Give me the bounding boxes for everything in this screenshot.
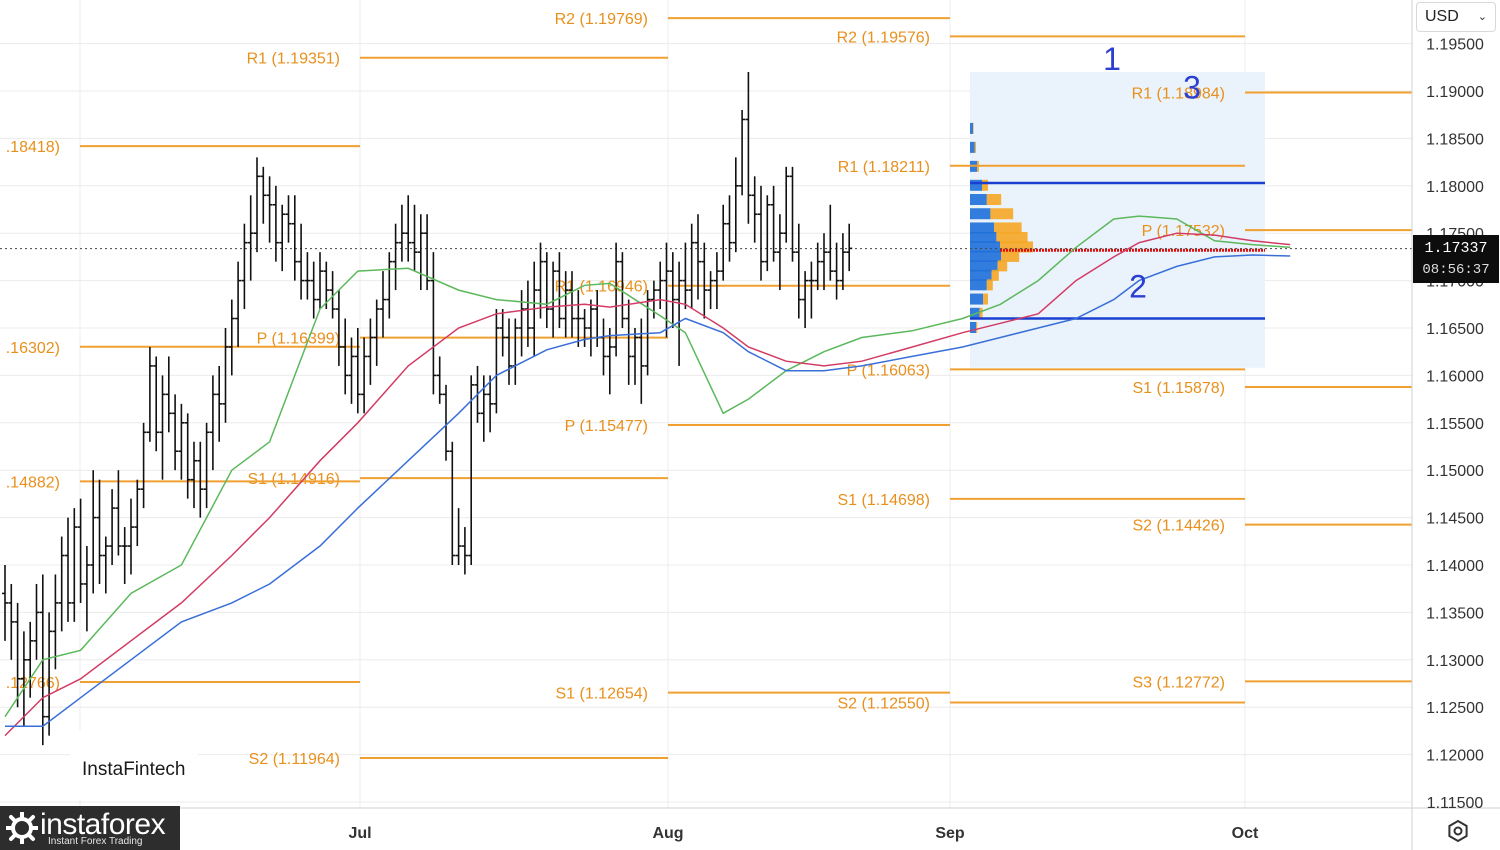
volume-bar-orange [979,307,983,319]
chevron-down-icon: ⌄ [1477,11,1487,23]
volume-bar-orange [976,322,978,333]
brand-logo: instaforex Instant Forex Trading [0,806,180,850]
y-tick-label: 1.19000 [1426,84,1484,101]
currency-label: USD [1425,8,1459,25]
y-tick-label: 1.16500 [1426,321,1484,338]
y-tick-label: 1.14500 [1426,511,1484,528]
wave-label: 3 [1183,69,1201,105]
pivot-label: R2 (1.19576) [837,29,930,46]
pivot-label: P (1.17532) [1142,223,1225,240]
pivot-label: R1 (1.19351) [247,51,340,68]
volume-bar-orange [996,231,1028,243]
watermark-background [70,730,198,800]
wave-label: 2 [1129,268,1147,304]
wave-annotations: 1 2 3 [1103,41,1201,305]
y-tick-label: 1.12500 [1426,700,1484,717]
pivot-label: S2 (1.14426) [1132,518,1225,535]
y-tick-label: 1.14000 [1426,558,1484,575]
wave-label: 1 [1103,41,1121,77]
settings-gear-icon[interactable] [1446,819,1470,843]
volume-bar-blue [970,293,984,305]
pivot-label: .16302) [6,340,60,357]
x-tick-label: Sep [935,825,965,842]
pivot-label: .14882) [6,474,60,491]
volume-bar-blue [970,260,998,272]
currency-selector[interactable]: USD ⌄ [1416,2,1496,32]
volume-bar-blue [970,179,982,191]
pivot-label: R1 (1.18984) [1132,86,1225,103]
pivot-label: P (1.16399) [257,331,340,348]
chart-grid [0,0,1412,808]
volume-profile-area [970,72,1265,368]
y-tick-label: 1.18500 [1426,131,1484,148]
y-tick-label: 1.15000 [1426,463,1484,480]
y-tick-label: 1.15500 [1426,416,1484,433]
volume-bar-blue [970,269,992,281]
volume-profile [970,72,1265,368]
volume-bar-orange [1000,241,1033,253]
volume-bar-blue [970,279,987,291]
bar-countdown: 08:56:37 [1422,262,1490,278]
ohlc-bars [2,72,853,746]
brand-tagline: Instant Forex Trading [48,836,143,847]
pivot-label: S1 (1.14698) [837,492,930,509]
instaforex-logo-icon [6,812,38,844]
volume-bar-orange [973,122,974,134]
pivot-label: S2 (1.11964) [249,751,340,768]
x-tick-label: Jul [348,825,371,842]
volume-bar-blue [970,231,997,243]
volume-bar-orange [991,269,999,281]
x-tick-label: Oct [1232,825,1259,842]
volume-bar-orange [982,179,988,191]
volume-bar-orange [997,260,1008,272]
pivot-label: P (1.15477) [565,418,648,435]
y-tick-label: 1.11500 [1427,795,1484,812]
volume-bar-blue [970,122,973,134]
series-line-2 [5,254,1291,727]
pivot-label: S3 (1.12772) [1132,674,1225,691]
volume-bar-blue [970,222,994,234]
volume-bar-blue [970,194,987,206]
volume-bar-blue [970,250,1002,262]
y-tick-label: 1.16000 [1426,368,1484,385]
moving-averages [4,215,1291,737]
pivot-label: S1 (1.15878) [1132,380,1225,397]
pivot-label: S1 (1.14916) [247,471,340,488]
pivot-label: R1 (1.18211) [838,159,930,176]
pivot-levels: R2 (1.19769) R1 (1.19351) P (1.16399) S1 (1… [6,11,1412,768]
x-tick-label: Aug [652,825,683,842]
pivot-label: S2 (1.12550) [837,695,930,712]
last-price-tag: 1.17337 08:56:37 [1413,235,1499,283]
volume-bar-blue [970,208,991,220]
y-tick-label: 1.13000 [1426,653,1484,670]
volume-bar-orange [986,194,1002,206]
pivot-label: R2 (1.19769) [555,11,648,28]
y-axis-background [1412,0,1500,850]
y-tick-label: 1.12000 [1426,748,1484,765]
series-line-1 [4,232,1291,737]
volume-bar-orange [1001,250,1020,262]
y-tick-label: 1.19500 [1426,37,1484,54]
watermark: InstaFintech [82,759,186,780]
pivot-label: S1 (1.12654) [555,686,648,703]
volume-bar-orange [974,141,976,153]
brand-name: instaforex [40,808,166,841]
y-tick-label: 1.18000 [1426,179,1484,196]
y-tick-label: 1.13500 [1426,605,1484,622]
pivot-label: .18418) [6,139,60,156]
pivot-label: .12766) [6,675,60,692]
volume-bar-blue [970,141,975,153]
pivot-label: P (1.16063) [847,362,930,379]
volume-bar-orange [990,208,1014,220]
last-price: 1.17337 [1424,240,1488,257]
series-line-0 [4,215,1291,718]
volume-bar-blue [970,241,1000,253]
volume-bar-orange [994,222,1022,234]
volume-bar-blue [970,322,976,333]
volume-bar-orange [983,293,988,305]
volume-bar-orange [986,279,993,291]
